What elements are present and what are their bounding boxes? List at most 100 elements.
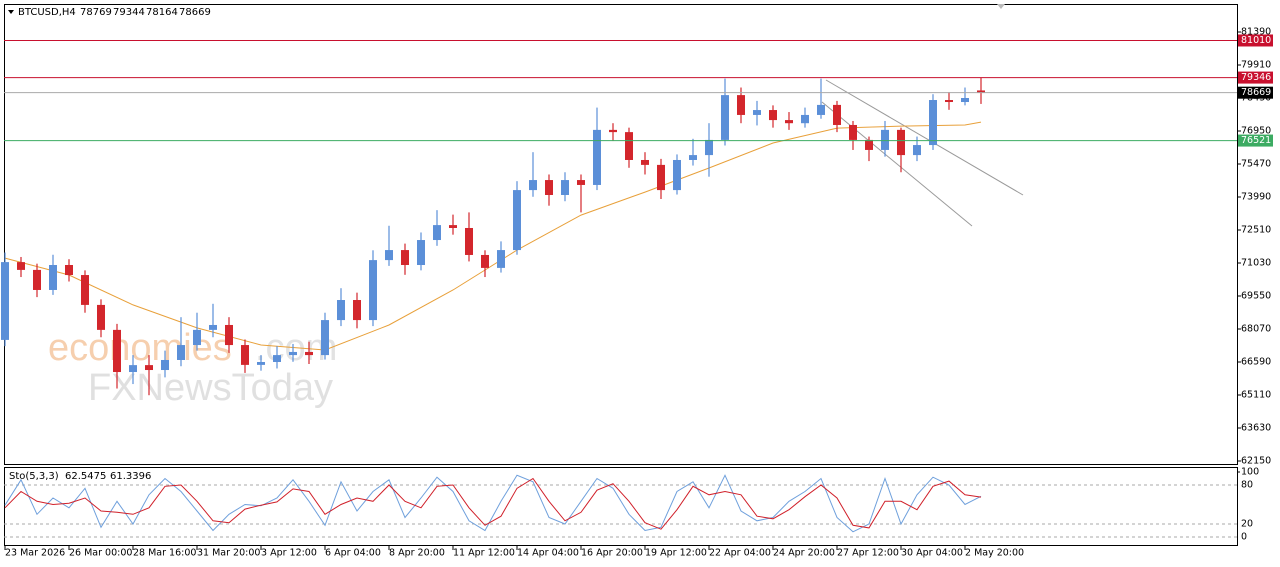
symbol: BTCUSD,H4 xyxy=(18,7,76,18)
candle-body xyxy=(257,361,265,365)
x-tick-label: 19 Apr 12:00 xyxy=(645,548,707,559)
level-label-box xyxy=(1238,34,1273,47)
candle-body xyxy=(193,329,201,346)
candle-body xyxy=(753,110,761,115)
candle-body xyxy=(385,250,393,261)
candle-body xyxy=(881,129,889,150)
candle-body xyxy=(129,365,137,373)
stoch-tick-label: 80 xyxy=(1241,480,1253,491)
x-tick-label: 16 Apr 20:00 xyxy=(581,548,643,559)
candle-body xyxy=(849,124,857,140)
candle-body xyxy=(689,155,697,160)
candle-body xyxy=(225,324,233,346)
candle-body xyxy=(945,100,953,103)
stoch-tick-label: 20 xyxy=(1241,519,1253,530)
candle-body xyxy=(161,359,169,371)
watermark-source: FXNewsToday xyxy=(88,367,333,409)
stoch-tick-label: 100 xyxy=(1241,467,1259,478)
y-tick-label: 81390 xyxy=(1241,27,1271,38)
candle-body xyxy=(481,254,489,268)
candle-body xyxy=(369,260,377,321)
candle-body xyxy=(641,159,649,165)
stoch-frame xyxy=(4,467,1238,546)
candle-body xyxy=(977,90,985,93)
y-tick-label: 71030 xyxy=(1241,257,1271,268)
y-tick-label: 62150 xyxy=(1241,455,1271,466)
candle-body xyxy=(401,250,409,266)
x-tick-label: 30 Apr 04:00 xyxy=(901,548,963,559)
level-label-box xyxy=(1238,134,1273,147)
y-tick-label: 73990 xyxy=(1241,191,1271,202)
y-tick-label: 72510 xyxy=(1241,224,1271,235)
level-label: 81010 xyxy=(1241,35,1271,46)
candle-body xyxy=(513,190,521,251)
candle-body xyxy=(769,110,777,121)
candle-body xyxy=(545,180,553,195)
x-tick-label: 22 Apr 04:00 xyxy=(709,548,771,559)
plot-layer: 8139079910784307695075470739907251071030… xyxy=(1,27,1273,559)
stoch-signal-value: 61.3396 xyxy=(110,471,151,482)
candle-body xyxy=(961,98,969,103)
y-tick-label: 63630 xyxy=(1241,422,1271,433)
candle-body xyxy=(417,240,425,266)
candle-body xyxy=(577,180,585,185)
current-price-box xyxy=(1238,86,1273,99)
candle-body xyxy=(49,265,57,290)
channel-line xyxy=(821,101,973,227)
candle-body xyxy=(433,225,441,241)
y-tick-label: 66590 xyxy=(1241,356,1271,367)
last-close: 78669 xyxy=(179,7,211,18)
y-tick-label: 75470 xyxy=(1241,159,1271,170)
candle-body xyxy=(737,95,745,115)
x-tick-label: 24 Apr 20:00 xyxy=(773,548,835,559)
candle-body xyxy=(465,227,473,255)
level-label: 79346 xyxy=(1241,72,1271,83)
last-low: 78164 xyxy=(146,7,178,18)
candle-body xyxy=(177,345,185,360)
level-label: 76521 xyxy=(1241,135,1271,146)
candle-body xyxy=(145,365,153,371)
x-tick-label: 26 Mar 00:00 xyxy=(69,548,132,559)
candle-body xyxy=(785,120,793,124)
stoch-line xyxy=(4,474,982,533)
x-tick-label: 31 Mar 20:00 xyxy=(197,548,260,559)
x-tick-label: 28 Mar 16:00 xyxy=(133,548,196,559)
menu-arrow xyxy=(8,10,14,14)
last-high: 79344 xyxy=(113,7,145,18)
last-open: 78769 xyxy=(80,7,112,18)
stoch-main-value: 62.5475 xyxy=(65,471,106,482)
candle-body xyxy=(113,329,121,373)
candle-body xyxy=(241,345,249,365)
candle-body xyxy=(17,262,25,270)
stoch-line xyxy=(4,477,982,530)
candle-body xyxy=(209,324,217,330)
candle-body xyxy=(673,159,681,191)
candle-body xyxy=(561,180,569,195)
current-price-label: 78669 xyxy=(1241,87,1271,98)
candle-body xyxy=(609,129,617,133)
y-tick-label: 79910 xyxy=(1241,60,1271,71)
y-tick-label: 76950 xyxy=(1241,126,1271,137)
candle-body xyxy=(817,104,825,115)
candle-body xyxy=(97,304,105,330)
candle-body xyxy=(929,100,937,146)
watermark-brand: economies xyxy=(48,327,232,369)
candle-body xyxy=(321,320,329,356)
candle-body xyxy=(81,275,89,305)
stoch-tick-label: 0 xyxy=(1241,532,1247,543)
candle-body xyxy=(705,139,713,156)
candle-body xyxy=(529,180,537,191)
channel-line xyxy=(825,79,1024,196)
candle-body xyxy=(273,355,281,362)
candle-body xyxy=(289,351,297,356)
candle-body xyxy=(449,225,457,228)
candle-body xyxy=(657,164,665,191)
candle-body xyxy=(1,262,9,340)
candle-body xyxy=(337,300,345,321)
candle-body xyxy=(65,265,73,276)
x-tick-label: 23 Mar 2026 xyxy=(5,548,65,559)
stoch-name: Sto(5,3,3) xyxy=(9,471,59,482)
candle-body xyxy=(593,129,601,185)
